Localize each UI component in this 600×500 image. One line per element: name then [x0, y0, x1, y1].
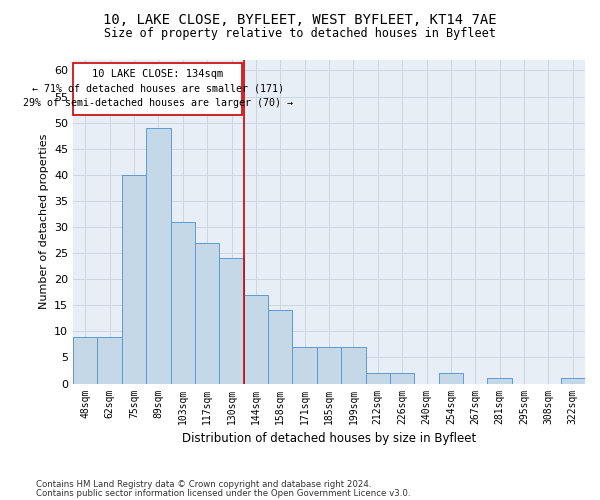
Bar [292, 347, 317, 384]
Text: 29% of semi-detached houses are larger (70) →: 29% of semi-detached houses are larger (… [23, 98, 293, 108]
Y-axis label: Number of detached properties: Number of detached properties [38, 134, 49, 310]
Bar [439, 373, 463, 384]
Text: Size of property relative to detached houses in Byfleet: Size of property relative to detached ho… [104, 28, 496, 40]
Bar [73, 62, 242, 115]
X-axis label: Distribution of detached houses by size in Byfleet: Distribution of detached houses by size … [182, 432, 476, 445]
Bar [390, 373, 415, 384]
Bar [220, 258, 244, 384]
Bar [341, 347, 365, 384]
Bar [195, 242, 220, 384]
Text: Contains HM Land Registry data © Crown copyright and database right 2024.: Contains HM Land Registry data © Crown c… [36, 480, 371, 489]
Bar [146, 128, 170, 384]
Bar [487, 378, 512, 384]
Bar [244, 295, 268, 384]
Bar [122, 175, 146, 384]
Bar [268, 310, 292, 384]
Bar [97, 336, 122, 384]
Text: Contains public sector information licensed under the Open Government Licence v3: Contains public sector information licen… [36, 489, 410, 498]
Bar [365, 373, 390, 384]
Bar [170, 222, 195, 384]
Text: 10 LAKE CLOSE: 134sqm: 10 LAKE CLOSE: 134sqm [92, 69, 223, 79]
Text: ← 71% of detached houses are smaller (171): ← 71% of detached houses are smaller (17… [32, 84, 284, 94]
Bar [317, 347, 341, 384]
Bar [560, 378, 585, 384]
Bar [73, 336, 97, 384]
Text: 10, LAKE CLOSE, BYFLEET, WEST BYFLEET, KT14 7AE: 10, LAKE CLOSE, BYFLEET, WEST BYFLEET, K… [103, 12, 497, 26]
